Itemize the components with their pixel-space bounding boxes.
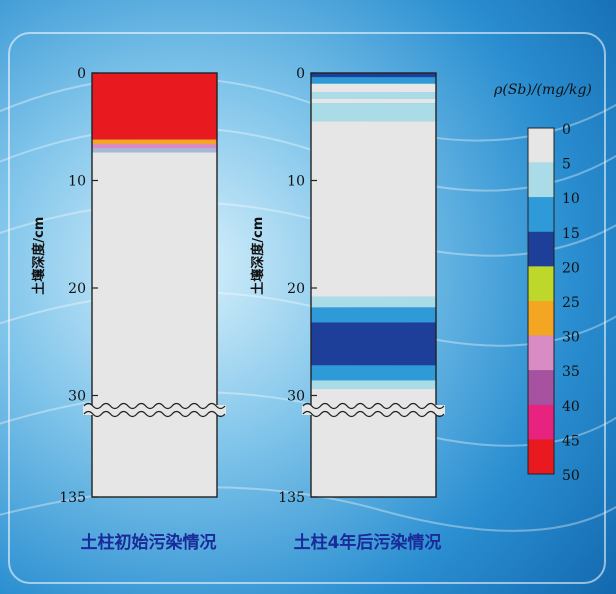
legend-swatch bbox=[528, 197, 554, 232]
y-tick-label: 20 bbox=[287, 281, 305, 297]
legend-label: 50 bbox=[562, 468, 580, 484]
legend-swatch bbox=[528, 162, 554, 198]
axis-break-mark bbox=[83, 402, 226, 410]
legend-swatch bbox=[528, 266, 554, 301]
legend-label: 0 bbox=[562, 122, 571, 138]
legend-label: 25 bbox=[562, 295, 580, 311]
depth-band bbox=[311, 296, 436, 308]
column-caption: 土柱4年后污染情况 bbox=[294, 532, 442, 553]
column-caption: 土柱初始污染情况 bbox=[81, 532, 217, 553]
column-initial: 0 10 20 30 135 土壤深度/cm 土柱初始污染情况 bbox=[31, 66, 226, 553]
concentration-legend: ρ(Sb)/(mg/kg) 0 5 10 15 20 25 30 35 40 45 50 bbox=[493, 82, 592, 484]
legend-label: 35 bbox=[562, 364, 580, 380]
depth-band bbox=[311, 380, 436, 390]
y-tick-label: 10 bbox=[287, 174, 305, 190]
y-tick-label: 10 bbox=[68, 174, 86, 190]
depth-band bbox=[92, 152, 217, 498]
legend-outline bbox=[527, 127, 555, 475]
depth-band bbox=[92, 73, 217, 140]
legend-label: 20 bbox=[562, 260, 580, 276]
y-tick-label: 135 bbox=[59, 490, 86, 506]
column-outline bbox=[310, 72, 437, 498]
depth-band bbox=[92, 139, 217, 144]
axis-break-mark bbox=[302, 402, 445, 410]
depth-band bbox=[311, 92, 436, 99]
legend-label: 45 bbox=[562, 433, 580, 449]
depth-band bbox=[311, 73, 436, 78]
depth-band bbox=[92, 148, 217, 153]
depth-band bbox=[311, 307, 436, 323]
axis-break-mark bbox=[302, 410, 445, 418]
y-tick-label: 20 bbox=[68, 281, 86, 297]
depth-band bbox=[311, 322, 436, 366]
depth-band bbox=[311, 98, 436, 104]
y-tick-label: 30 bbox=[68, 389, 86, 405]
legend-label: 5 bbox=[562, 157, 571, 173]
depth-band bbox=[311, 103, 436, 122]
figure-panel bbox=[8, 32, 606, 584]
depth-band bbox=[311, 83, 436, 93]
column-after-4-years: 0 10 20 30 135 土壤深度/cm 土柱4年后污染情况 bbox=[250, 66, 445, 553]
axis-break-mark bbox=[83, 410, 226, 418]
y-tick-label: 135 bbox=[278, 490, 305, 506]
y-axis-label: 土壤深度/cm bbox=[250, 217, 266, 295]
legend-swatch bbox=[528, 439, 554, 474]
legend-swatch bbox=[528, 231, 554, 267]
legend-label: 30 bbox=[562, 330, 580, 346]
y-tick-label: 0 bbox=[77, 66, 86, 82]
depth-band bbox=[311, 77, 436, 84]
y-tick-label: 0 bbox=[296, 66, 305, 82]
legend-swatch bbox=[528, 301, 554, 336]
legend-swatch bbox=[528, 128, 554, 163]
legend-swatch bbox=[528, 370, 554, 405]
legend-label: 10 bbox=[562, 191, 580, 207]
legend-swatch bbox=[528, 335, 554, 371]
depth-band bbox=[92, 143, 217, 149]
legend-label: 40 bbox=[562, 399, 580, 415]
y-axis-label: 土壤深度/cm bbox=[31, 217, 47, 295]
axis-break-gap bbox=[302, 405, 445, 415]
depth-band bbox=[311, 365, 436, 381]
legend-swatch bbox=[528, 404, 554, 440]
depth-band bbox=[311, 121, 436, 297]
legend-label: 15 bbox=[562, 226, 580, 242]
legend-title: ρ(Sb)/(mg/kg) bbox=[493, 82, 592, 98]
y-tick-label: 30 bbox=[287, 389, 305, 405]
column-outline bbox=[91, 72, 218, 498]
axis-break-gap bbox=[83, 405, 226, 415]
